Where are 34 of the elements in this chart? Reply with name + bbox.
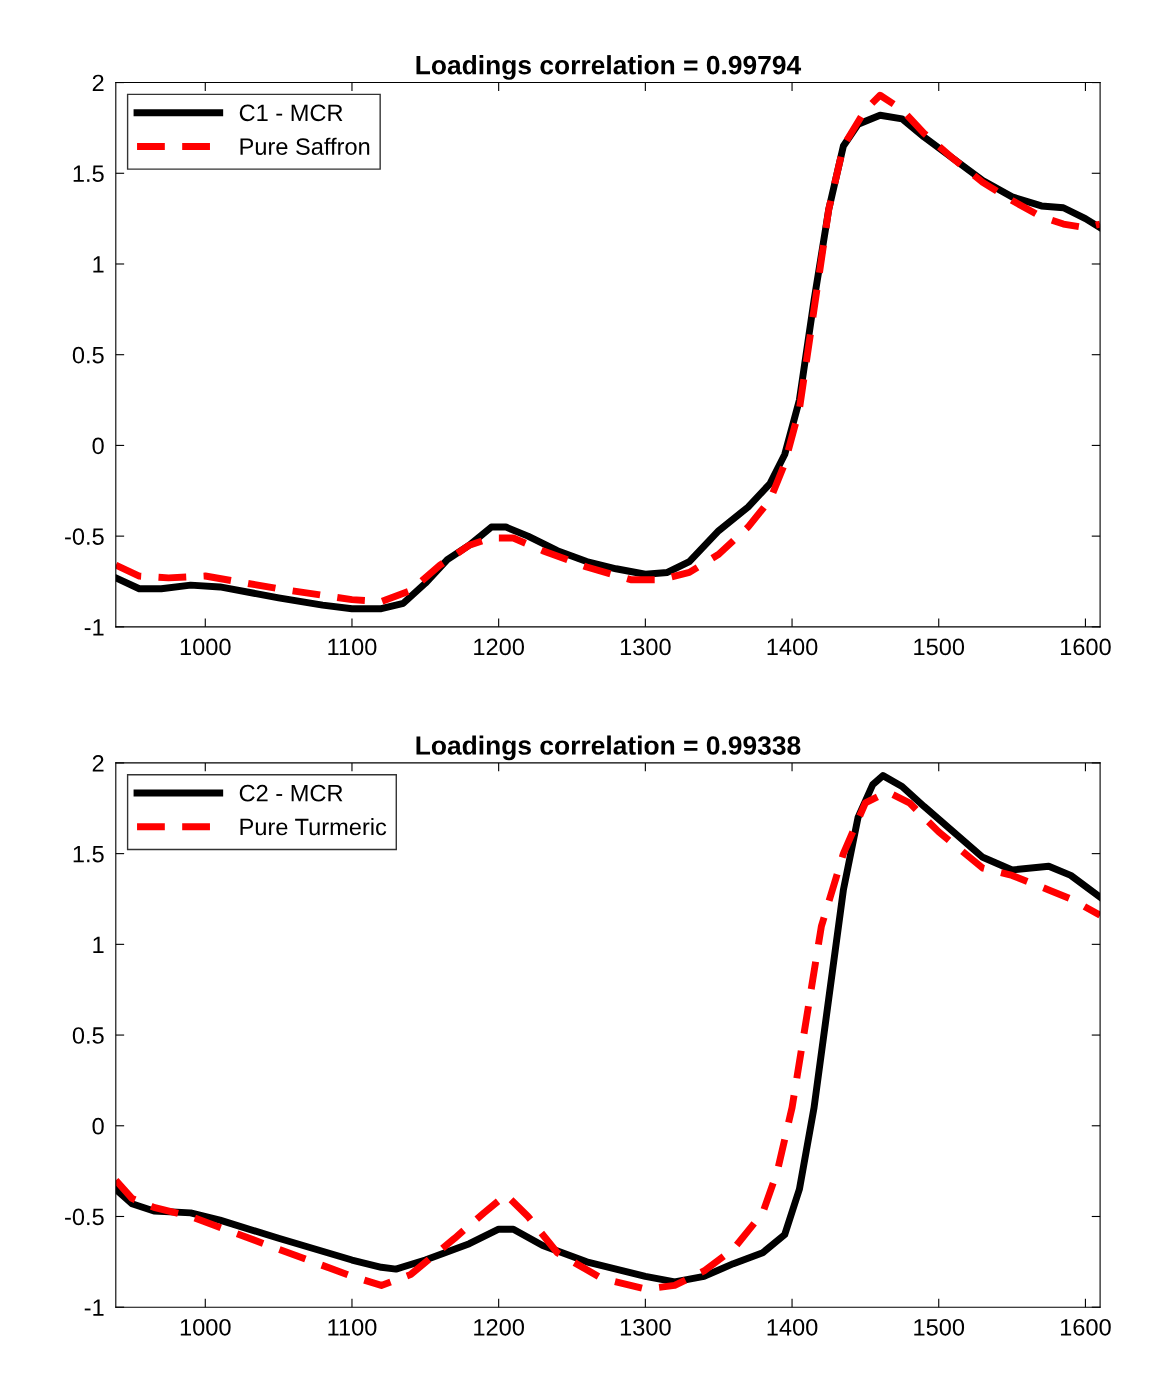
x-tick-label: 1500 bbox=[914, 1318, 965, 1336]
y-tick-label: 1 bbox=[93, 936, 104, 953]
x-tick-label: 1400 bbox=[767, 638, 818, 656]
y-tick-label: 2 bbox=[92, 74, 104, 92]
x-tick-label: 1000 bbox=[180, 1318, 231, 1336]
y-tick-label: -1 bbox=[84, 619, 104, 636]
y-tick-label: 0 bbox=[92, 1117, 104, 1135]
chart-title: Loadings correlation = 0.99794 bbox=[416, 55, 802, 80]
y-tick-label: 0.5 bbox=[72, 346, 104, 364]
x-tick-label: 1200 bbox=[474, 638, 525, 656]
y-tick-label: -0.5 bbox=[65, 528, 104, 545]
y-tick-label: 1.5 bbox=[73, 165, 104, 183]
y-tick-label: -0.5 bbox=[65, 1208, 104, 1226]
x-tick-label: 1100 bbox=[328, 638, 377, 656]
x-tick-label: 1600 bbox=[1060, 638, 1111, 656]
x-tick-label: 1400 bbox=[767, 1318, 818, 1336]
legend-label: Pure Turmeric bbox=[240, 817, 387, 836]
x-tick-label: 1300 bbox=[620, 1318, 671, 1336]
y-tick-label: -1 bbox=[84, 1299, 104, 1316]
chart-title: Loadings correlation = 0.99338 bbox=[416, 735, 801, 761]
y-tick-label: 1 bbox=[93, 256, 104, 273]
legend-label: C2 - MCR bbox=[239, 784, 343, 802]
x-tick-label: 1100 bbox=[328, 1318, 377, 1336]
x-tick-label: 1500 bbox=[914, 638, 965, 656]
legend-label: C1 - MCR bbox=[239, 104, 343, 122]
legend-label: Pure Saffron bbox=[240, 137, 370, 155]
y-tick-label: 0 bbox=[92, 437, 104, 455]
y-tick-label: 1.5 bbox=[73, 845, 104, 863]
x-tick-label: 1000 bbox=[180, 638, 231, 656]
x-tick-label: 1300 bbox=[620, 638, 671, 656]
x-tick-label: 1600 bbox=[1060, 1318, 1111, 1336]
y-tick-label: 2 bbox=[92, 754, 104, 772]
x-tick-label: 1200 bbox=[474, 1318, 525, 1336]
y-tick-label: 0.5 bbox=[72, 1027, 104, 1044]
